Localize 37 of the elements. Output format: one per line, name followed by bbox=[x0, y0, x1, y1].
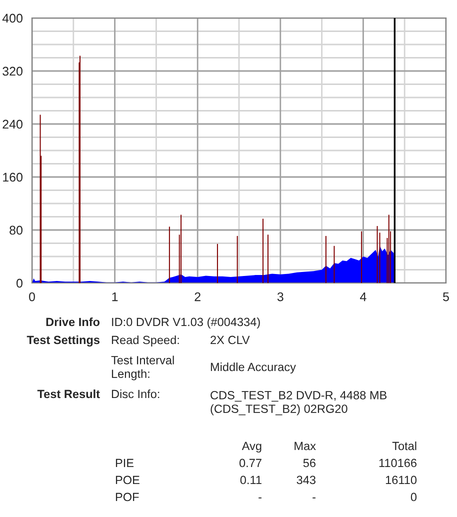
x-tick-label: 0 bbox=[29, 292, 35, 302]
text: ID:0 DVDR V1.03 (#004334) bbox=[112, 317, 260, 328]
y-tick-label: 80 bbox=[10, 226, 22, 235]
text: POF bbox=[116, 492, 139, 502]
text: 0.11 bbox=[240, 476, 262, 484]
text: 16110 bbox=[386, 476, 417, 484]
text: 110166 bbox=[379, 458, 416, 468]
text: POE bbox=[116, 476, 140, 484]
text: Test Result bbox=[37, 389, 100, 398]
text: 343 bbox=[296, 476, 316, 484]
text: Drive Info bbox=[46, 317, 100, 326]
text: Max bbox=[294, 442, 316, 450]
text: Avg bbox=[242, 442, 262, 453]
text: - bbox=[312, 497, 316, 498]
x-tick-label: 1 bbox=[112, 292, 118, 302]
text: 2X CLV bbox=[210, 336, 250, 344]
text: Disc Info: bbox=[112, 389, 160, 398]
y-tick-label: 320 bbox=[2, 66, 22, 76]
x-tick-label: 3 bbox=[277, 292, 284, 302]
y-tick-label: 400 bbox=[2, 14, 22, 23]
text: Test Settings bbox=[26, 335, 100, 347]
text: CDS_TEST_B2 DVD-R, 4488 MB (CDS_TEST_B2) 02RG20 bbox=[210, 391, 387, 416]
text: Total bbox=[392, 441, 416, 450]
text: Middle Accuracy bbox=[210, 362, 296, 374]
x-tick-label: 5 bbox=[443, 292, 449, 302]
text: 0.77 bbox=[239, 458, 262, 468]
text: PIE bbox=[116, 458, 134, 468]
y-tick-label: 240 bbox=[2, 120, 22, 129]
text: Read Speed: bbox=[112, 335, 179, 347]
text: Test Interval Length: bbox=[111, 356, 174, 380]
text: - bbox=[258, 497, 262, 498]
x-tick-label: 4 bbox=[360, 292, 366, 302]
text: 56 bbox=[303, 458, 316, 468]
y-tick-label: 160 bbox=[3, 172, 22, 182]
y-tick-label: 0 bbox=[16, 278, 22, 288]
text: 0 bbox=[410, 492, 417, 502]
x-tick-label: 2 bbox=[194, 292, 200, 302]
